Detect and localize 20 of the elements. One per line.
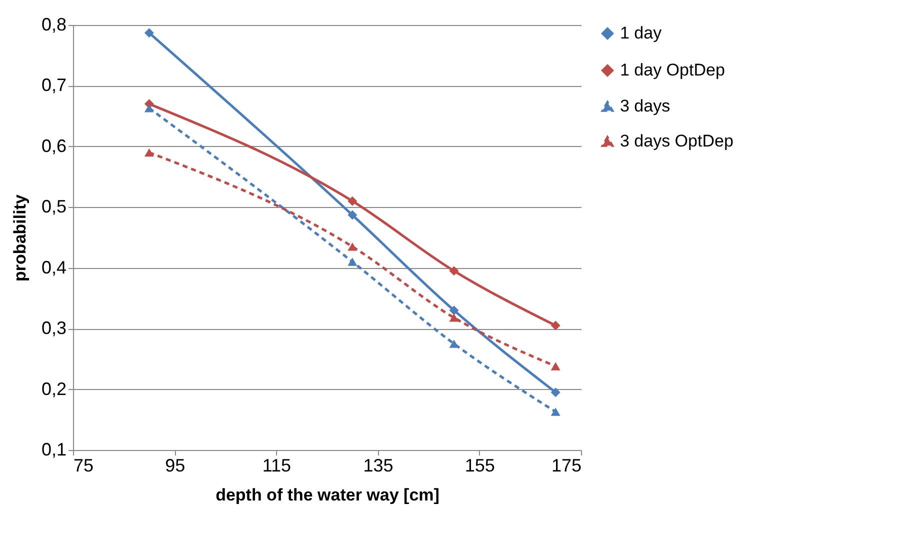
y-tick-label: 0,8 <box>41 14 66 34</box>
x-tick-label: 115 <box>262 456 292 476</box>
y-axis-title: probability <box>10 194 30 282</box>
y-tick-label: 0,2 <box>41 378 66 399</box>
y-tick-label: 0,1 <box>41 440 66 460</box>
y-tick-label: 0,5 <box>41 196 66 217</box>
x-axis-title: depth of the water way [cm] <box>216 486 440 504</box>
legend-label: 1 day <box>620 24 662 42</box>
legend-label: 1 day OptDep <box>620 60 725 80</box>
x-tick-label: 135 <box>363 456 394 476</box>
y-tick-label: 0,4 <box>41 257 66 278</box>
x-tick-label: 175 <box>551 456 582 476</box>
y-tick-label: 0,6 <box>41 136 66 156</box>
legend-label: 3 days <box>620 96 670 116</box>
x-tick-label: 75 <box>74 456 94 476</box>
y-tick-label: 0,3 <box>41 318 66 338</box>
x-tick-label: 95 <box>165 456 186 476</box>
legend-label: 3 days OptDep <box>620 132 734 150</box>
y-tick-label: 0,7 <box>41 75 66 96</box>
x-tick-label: 155 <box>464 456 495 476</box>
